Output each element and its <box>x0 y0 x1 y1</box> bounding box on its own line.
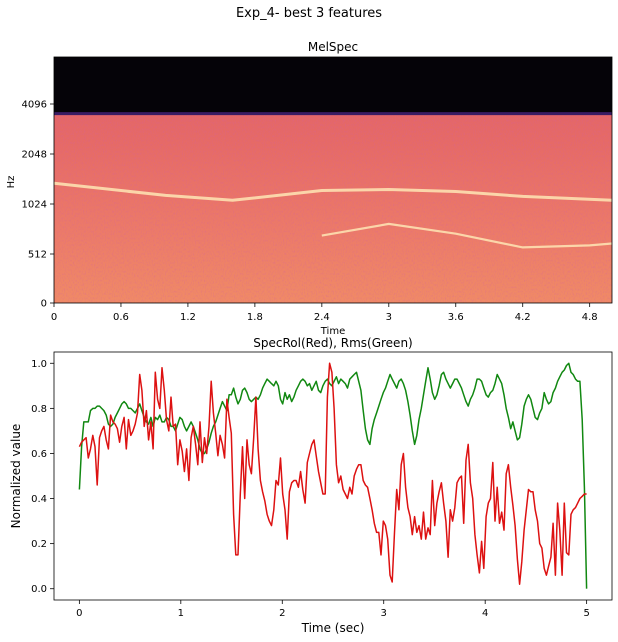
y-tick-label: 0.8 <box>31 404 47 415</box>
y-tick-label: 0 <box>41 299 47 310</box>
x-tick-label: 0.6 <box>113 312 129 323</box>
line-title: SpecRol(Red), Rms(Green) <box>253 336 412 350</box>
line-series-group <box>78 362 588 589</box>
x-tick-label: 5 <box>583 608 589 619</box>
melspec-y-ticks: 0 512 1024 2048 4096 <box>22 100 54 310</box>
x-tick-label: 0 <box>51 312 57 323</box>
melspec-frame <box>53 56 613 304</box>
line-xlabel: Time (sec) <box>301 621 365 635</box>
x-tick-label: 1 <box>178 608 184 619</box>
melspec-title: MelSpec <box>308 40 358 54</box>
series-line-specrol <box>78 362 587 585</box>
harmonic-line <box>54 181 612 202</box>
x-tick-label: 1.2 <box>180 312 196 323</box>
line-x-ticks: 0 1 2 3 4 5 <box>76 600 590 619</box>
spectrogram-silent-band <box>54 57 612 114</box>
y-tick-label: 0.6 <box>31 449 47 460</box>
x-tick-label: 3 <box>381 608 387 619</box>
melspec-panel: MelSpec 0 0.6 1.2 1.8 2.4 3 3.6 4.2 4.8 0 512 1024… <box>6 40 613 337</box>
y-tick-label: 512 <box>28 250 47 261</box>
x-tick-label: 1.8 <box>247 312 263 323</box>
x-tick-label: 4 <box>482 608 488 619</box>
melspec-ylabel: Hz <box>6 176 17 189</box>
x-tick-label: 4.8 <box>582 312 598 323</box>
x-tick-label: 2 <box>279 608 285 619</box>
figure-suptitle: Exp_4- best 3 features <box>235 6 383 21</box>
melspec-xlabel: Time <box>320 326 345 337</box>
spectrogram-harmonics <box>54 181 612 249</box>
y-tick-label: 1.0 <box>31 359 47 370</box>
y-tick-label: 0.2 <box>31 539 47 550</box>
x-tick-label: 3 <box>386 312 392 323</box>
x-tick-label: 3.6 <box>448 312 464 323</box>
y-tick-label: 1024 <box>22 200 47 211</box>
y-tick-label: 0.0 <box>31 584 47 595</box>
harmonic-line <box>321 222 612 249</box>
melspec-x-ticks: 0 0.6 1.2 1.8 2.4 3 3.6 4.2 4.8 <box>51 303 598 323</box>
line-ylabel: Normalized value <box>9 424 23 529</box>
y-tick-label: 4096 <box>22 100 47 111</box>
x-tick-label: 4.2 <box>515 312 531 323</box>
y-tick-label: 0.4 <box>31 494 47 505</box>
y-tick-label: 2048 <box>22 150 47 161</box>
line-y-ticks: 0.0 0.2 0.4 0.6 0.8 1.0 <box>31 359 54 595</box>
x-tick-label: 0 <box>76 608 82 619</box>
x-tick-label: 2.4 <box>314 312 330 323</box>
